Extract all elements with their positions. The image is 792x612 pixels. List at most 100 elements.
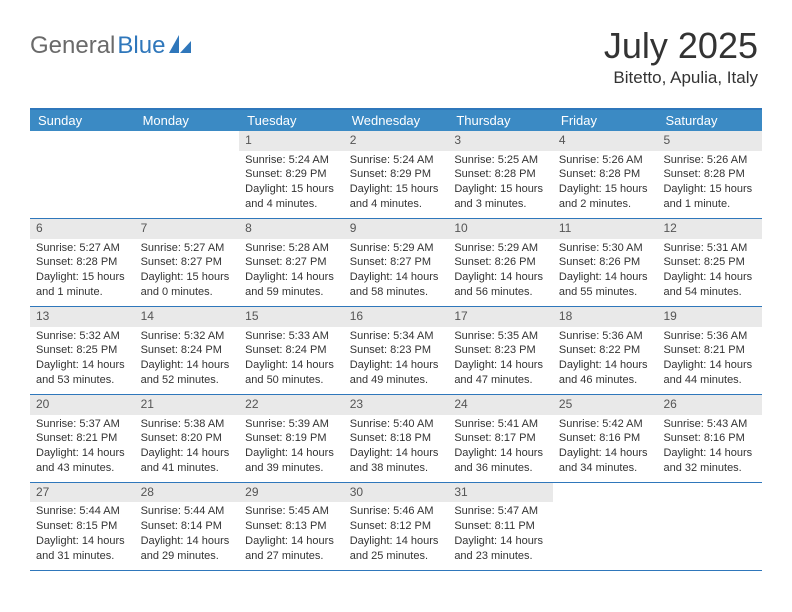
day-cell: 25Sunrise: 5:42 AMSunset: 8:16 PMDayligh… [553, 395, 658, 482]
daylight-text: Daylight: 14 hours and 44 minutes. [663, 358, 756, 388]
sunrise-text: Sunrise: 5:35 AM [454, 329, 547, 344]
day-cell: 24Sunrise: 5:41 AMSunset: 8:17 PMDayligh… [448, 395, 553, 482]
day-cell: 29Sunrise: 5:45 AMSunset: 8:13 PMDayligh… [239, 483, 344, 570]
sunrise-text: Sunrise: 5:27 AM [141, 241, 234, 256]
day-cell: 6Sunrise: 5:27 AMSunset: 8:28 PMDaylight… [30, 219, 135, 306]
day-number: 30 [344, 483, 449, 503]
sunrise-text: Sunrise: 5:41 AM [454, 417, 547, 432]
sunset-text: Sunset: 8:27 PM [141, 255, 234, 270]
daylight-text: Daylight: 14 hours and 32 minutes. [663, 446, 756, 476]
day-cell: 19 Sunrise: 5:36 AMSunset: 8:21 PMDayligh… [657, 307, 762, 394]
day-number: 25 [553, 395, 658, 415]
day-number: 3 [448, 131, 553, 151]
sunrise-text: Sunrise: 5:29 AM [454, 241, 547, 256]
day-body: Sunrise: 5:32 AMSunset: 8:25 PMDaylight:… [30, 327, 135, 394]
sunrise-text: Sunrise: 5:45 AM [245, 504, 338, 519]
daylight-text: Daylight: 14 hours and 29 minutes. [141, 534, 234, 564]
week-row: 13Sunrise: 5:32 AMSunset: 8:25 PMDayligh… [30, 307, 762, 395]
sunset-text: Sunset: 8:29 PM [245, 167, 338, 182]
day-number: 24 [448, 395, 553, 415]
daylight-text: Daylight: 14 hours and 47 minutes. [454, 358, 547, 388]
day-body: Sunrise: 5:38 AMSunset: 8:20 PMDaylight:… [135, 415, 240, 482]
day-body: Sunrise: 5:40 AMSunset: 8:18 PMDaylight:… [344, 415, 449, 482]
brand-part1: General [30, 32, 115, 60]
day-body: Sunrise: 5:29 AMSunset: 8:26 PMDaylight:… [448, 239, 553, 306]
sunrise-text: Sunrise: 5:25 AM [454, 153, 547, 168]
location-subtitle: Bitetto, Apulia, Italy [604, 68, 758, 88]
week-row: 20Sunrise: 5:37 AMSunset: 8:21 PMDayligh… [30, 395, 762, 483]
day-cell: 9Sunrise: 5:29 AMSunset: 8:27 PMDaylight… [344, 219, 449, 306]
daylight-text: Daylight: 14 hours and 52 minutes. [141, 358, 234, 388]
sunrise-text: Sunrise: 5:31 AM [663, 241, 756, 256]
sunrise-text: Sunrise: 5:43 AM [663, 417, 756, 432]
daylight-text: Daylight: 14 hours and 23 minutes. [454, 534, 547, 564]
week-row: 27Sunrise: 5:44 AMSunset: 8:15 PMDayligh… [30, 483, 762, 571]
sunset-text: Sunset: 8:13 PM [245, 519, 338, 534]
sail-icon [169, 32, 191, 50]
day-cell: 10Sunrise: 5:29 AMSunset: 8:26 PMDayligh… [448, 219, 553, 306]
day-body: Sunrise: 5:27 AMSunset: 8:28 PMDaylight:… [30, 239, 135, 306]
sunrise-text: Sunrise: 5:36 AM [663, 329, 756, 344]
day-cell: 15Sunrise: 5:33 AMSunset: 8:24 PMDayligh… [239, 307, 344, 394]
daylight-text: Daylight: 14 hours and 46 minutes. [559, 358, 652, 388]
daylight-text: Daylight: 15 hours and 4 minutes. [350, 182, 443, 212]
day-cell: 18Sunrise: 5:36 AMSunset: 8:22 PMDayligh… [553, 307, 658, 394]
title-block: July 2025 Bitetto, Apulia, Italy [604, 28, 758, 88]
day-number: 15 [239, 307, 344, 327]
sunset-text: Sunset: 8:21 PM [36, 431, 129, 446]
day-body: Sunrise: 5:33 AMSunset: 8:24 PMDaylight:… [239, 327, 344, 394]
day-body: Sunrise: 5:28 AMSunset: 8:27 PMDaylight:… [239, 239, 344, 306]
day-cell [657, 483, 762, 570]
daylight-text: Daylight: 14 hours and 31 minutes. [36, 534, 129, 564]
day-cell: 4Sunrise: 5:26 AMSunset: 8:28 PMDaylight… [553, 131, 658, 218]
sunset-text: Sunset: 8:21 PM [663, 343, 756, 358]
sunset-text: Sunset: 8:27 PM [245, 255, 338, 270]
sunrise-text: Sunrise: 5:42 AM [559, 417, 652, 432]
daylight-text: Daylight: 14 hours and 41 minutes. [141, 446, 234, 476]
day-cell: 2Sunrise: 5:24 AMSunset: 8:29 PMDaylight… [344, 131, 449, 218]
sunrise-text: Sunrise: 5:44 AM [141, 504, 234, 519]
sunset-text: Sunset: 8:14 PM [141, 519, 234, 534]
daylight-text: Daylight: 14 hours and 49 minutes. [350, 358, 443, 388]
day-body: Sunrise: 5:26 AMSunset: 8:28 PMDaylight:… [657, 151, 762, 218]
day-number: 19 [657, 307, 762, 327]
day-body: Sunrise: 5:34 AMSunset: 8:23 PMDaylight:… [344, 327, 449, 394]
day-body: Sunrise: 5:43 AMSunset: 8:16 PMDaylight:… [657, 415, 762, 482]
day-cell: 7Sunrise: 5:27 AMSunset: 8:27 PMDaylight… [135, 219, 240, 306]
day-number: 29 [239, 483, 344, 503]
daylight-text: Daylight: 14 hours and 43 minutes. [36, 446, 129, 476]
sunset-text: Sunset: 8:20 PM [141, 431, 234, 446]
daylight-text: Daylight: 15 hours and 0 minutes. [141, 270, 234, 300]
sunrise-text: Sunrise: 5:38 AM [141, 417, 234, 432]
daylight-text: Daylight: 15 hours and 2 minutes. [559, 182, 652, 212]
brand-part2: Blue [117, 32, 165, 60]
day-cell [553, 483, 658, 570]
day-cell: 21Sunrise: 5:38 AMSunset: 8:20 PMDayligh… [135, 395, 240, 482]
sunrise-text: Sunrise: 5:26 AM [663, 153, 756, 168]
sunrise-text: Sunrise: 5:29 AM [350, 241, 443, 256]
daylight-text: Daylight: 14 hours and 27 minutes. [245, 534, 338, 564]
day-number: 18 [553, 307, 658, 327]
day-cell: 13Sunrise: 5:32 AMSunset: 8:25 PMDayligh… [30, 307, 135, 394]
day-number: 11 [553, 219, 658, 239]
week-row: 1Sunrise: 5:24 AMSunset: 8:29 PMDaylight… [30, 131, 762, 219]
sunrise-text: Sunrise: 5:40 AM [350, 417, 443, 432]
daylight-text: Daylight: 15 hours and 3 minutes. [454, 182, 547, 212]
sunset-text: Sunset: 8:19 PM [245, 431, 338, 446]
sunset-text: Sunset: 8:16 PM [559, 431, 652, 446]
day-number: 8 [239, 219, 344, 239]
day-cell [30, 131, 135, 218]
day-cell: 23Sunrise: 5:40 AMSunset: 8:18 PMDayligh… [344, 395, 449, 482]
sunrise-text: Sunrise: 5:32 AM [36, 329, 129, 344]
brand-logo: GeneralBlue [30, 32, 191, 60]
day-body: Sunrise: 5:25 AMSunset: 8:28 PMDaylight:… [448, 151, 553, 218]
sunset-text: Sunset: 8:24 PM [245, 343, 338, 358]
day-cell: 11Sunrise: 5:30 AMSunset: 8:26 PMDayligh… [553, 219, 658, 306]
weekday-header: Thursday [448, 110, 553, 131]
sunset-text: Sunset: 8:23 PM [350, 343, 443, 358]
day-cell: 16Sunrise: 5:34 AMSunset: 8:23 PMDayligh… [344, 307, 449, 394]
sunset-text: Sunset: 8:16 PM [663, 431, 756, 446]
day-cell: 14Sunrise: 5:32 AMSunset: 8:24 PMDayligh… [135, 307, 240, 394]
sunset-text: Sunset: 8:25 PM [36, 343, 129, 358]
sunrise-text: Sunrise: 5:27 AM [36, 241, 129, 256]
